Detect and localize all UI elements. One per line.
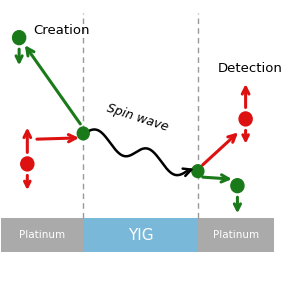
Circle shape bbox=[192, 165, 204, 178]
Bar bbox=[1, 218, 83, 253]
Text: Platinum: Platinum bbox=[19, 230, 65, 240]
Circle shape bbox=[239, 112, 252, 126]
Text: Detection: Detection bbox=[217, 62, 282, 75]
Text: Spin wave: Spin wave bbox=[105, 101, 170, 134]
Text: Platinum: Platinum bbox=[213, 230, 259, 240]
Circle shape bbox=[77, 127, 89, 140]
Bar bbox=[83, 218, 198, 253]
Circle shape bbox=[13, 31, 26, 45]
Text: Creation: Creation bbox=[33, 24, 89, 37]
Circle shape bbox=[21, 157, 34, 171]
Circle shape bbox=[231, 179, 244, 193]
Text: YIG: YIG bbox=[128, 228, 154, 243]
Bar bbox=[198, 218, 274, 253]
